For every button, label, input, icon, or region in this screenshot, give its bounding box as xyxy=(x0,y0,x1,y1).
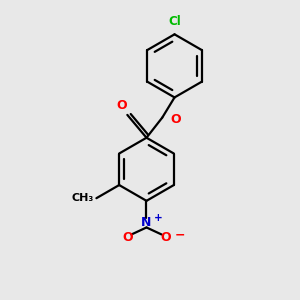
Text: O: O xyxy=(122,232,133,244)
Text: +: + xyxy=(154,213,163,224)
Text: O: O xyxy=(117,99,128,112)
Text: Cl: Cl xyxy=(168,15,181,28)
Text: O: O xyxy=(170,113,181,126)
Text: −: − xyxy=(175,229,185,242)
Text: N: N xyxy=(141,216,152,230)
Text: CH₃: CH₃ xyxy=(71,193,94,203)
Text: O: O xyxy=(160,232,171,244)
